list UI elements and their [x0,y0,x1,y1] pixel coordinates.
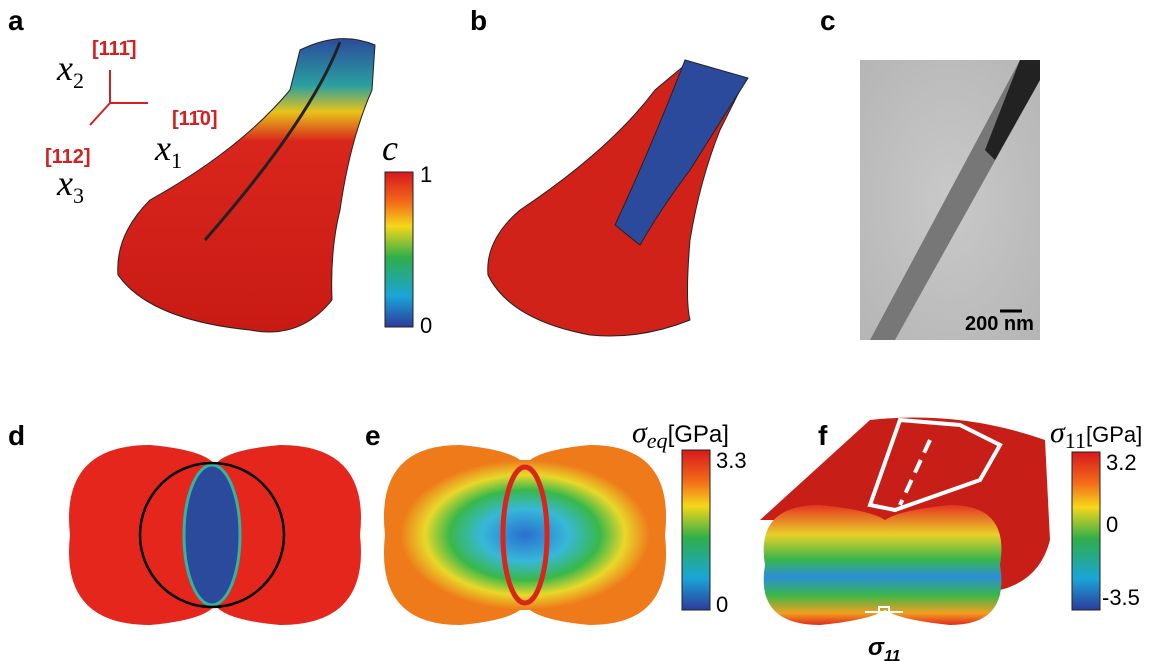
colorbar-tick: 0 [420,313,432,338]
stress-field [400,460,650,610]
colorbar-tick: 3.2 [1106,450,1137,475]
direction-label: [11̄0] [172,108,218,130]
axis-symbol: x3 [56,163,84,208]
panel-label: e [365,420,381,451]
colorbar-tick: -3.5 [1102,585,1140,610]
panel-label: c [820,5,836,36]
colorbar-title: σ11[GPa] [1050,416,1142,453]
panel-label: b [470,5,487,36]
colorbar [385,172,413,327]
inclusion [184,465,240,605]
panel-label: a [8,5,24,36]
axis-symbol: x1 [154,128,182,173]
direction-label: [111̄] [92,38,136,60]
colorbar-title: σeq[GPa] [632,416,729,453]
colorbar-tick: 1 [420,162,432,187]
sigma-label: σ11 [868,634,901,661]
axis-arrows [90,70,148,125]
colorbar [682,450,710,610]
colorbar [1072,452,1100,610]
colorbar-tick: 0 [716,592,728,617]
scale-label: 200 nm [965,313,1034,335]
colorbar-title: c [382,128,398,168]
axis-symbol: x2 [56,48,84,93]
panel-label: f [818,420,828,451]
figure: a [111̄] x2 [11̄0] x1 [112] x3 c 1 0 b c… [0,0,1165,661]
nanowire-model [118,39,375,332]
panel-label: d [8,420,25,451]
colorbar-tick: 0 [1106,512,1118,537]
colorbar-tick: 3.3 [716,448,747,473]
